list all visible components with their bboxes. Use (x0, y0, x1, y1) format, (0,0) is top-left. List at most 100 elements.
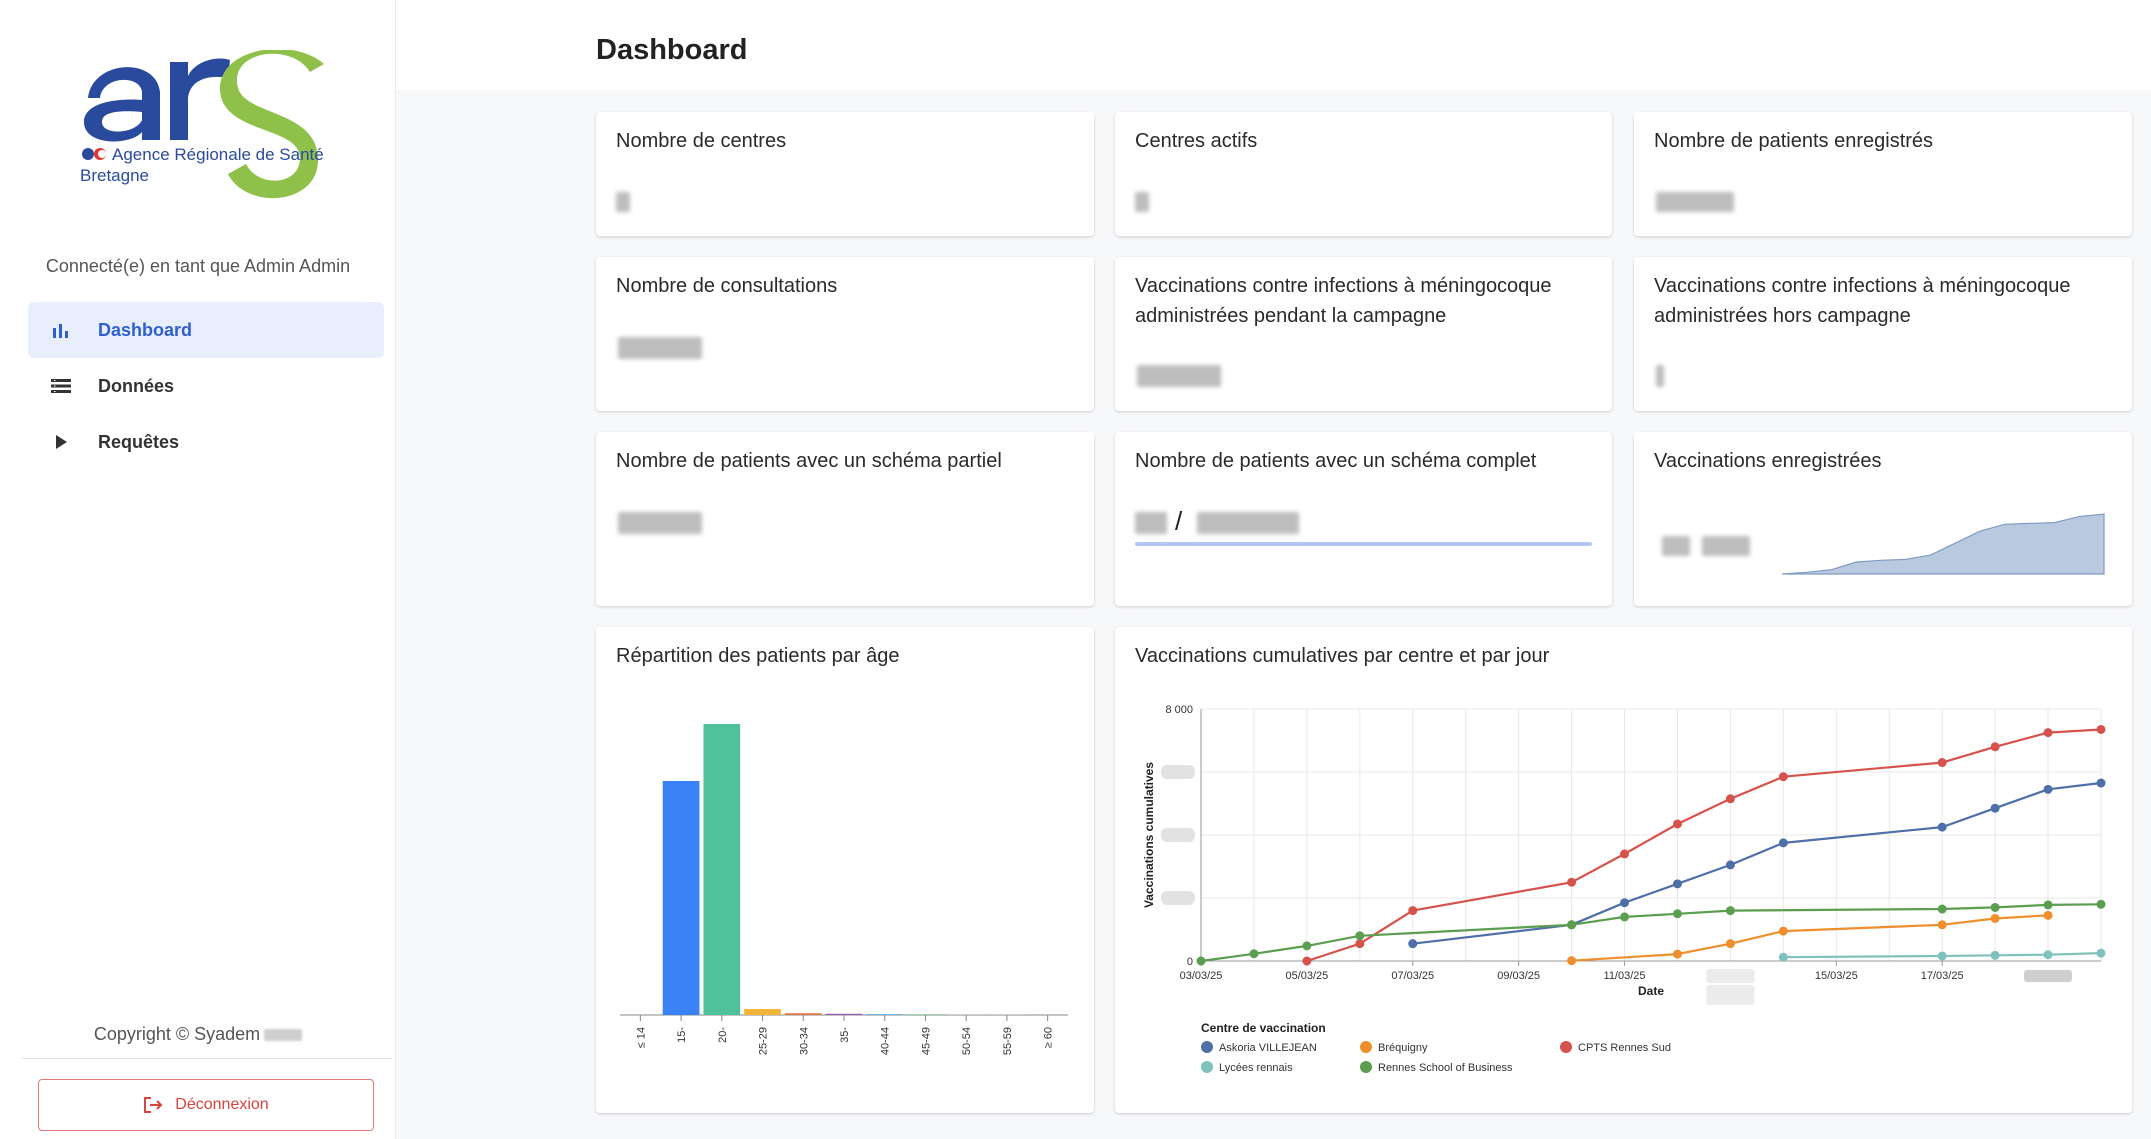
series-point (1990, 913, 2000, 923)
series-point (1937, 904, 1947, 914)
series-point (1990, 803, 2000, 813)
series-point (1672, 909, 1682, 919)
series-line-4 (1200, 903, 2102, 963)
series-point (1990, 902, 2000, 912)
series-point (1990, 742, 2000, 752)
series-point (1355, 939, 1365, 949)
series-point (1725, 939, 1735, 949)
sidebar-item-label: Requêtes (98, 431, 180, 452)
x-tick-label: 03/03/25 (1180, 970, 1223, 982)
age-bar-35- (825, 1013, 863, 1015)
legend-marker (1201, 1041, 1213, 1053)
redacted-y-tick (1161, 891, 1195, 905)
value-separator: / (1175, 506, 1183, 536)
stat-card-actifs: Centres actifs (1115, 112, 1612, 236)
card-title: Nombre de patients avec un schéma comple… (1135, 450, 1537, 472)
legend-label: Askoria VILLEJEAN (1219, 1042, 1317, 1054)
series-point (1778, 838, 1788, 848)
cumulative-chart-card: Vaccinations cumulatives par centre et p… (1115, 627, 2132, 1113)
legend-title: Centre de vaccination (1201, 1021, 1326, 1035)
x-tick-label: ≥ 60 (1043, 1027, 1055, 1048)
x-tick-label: 30-34 (798, 1027, 810, 1055)
stat-card-schema-partiel: Nombre de patients avec un schéma partie… (596, 432, 1094, 606)
card-title: Vaccinations enregistrées (1654, 450, 1882, 472)
series-point (1937, 951, 1947, 961)
x-tick-label: 15/03/25 (1815, 970, 1858, 982)
region-text: Bretagne (80, 166, 149, 185)
series-point (1355, 931, 1365, 941)
x-tick-label: 50-54 (961, 1027, 973, 1055)
redacted-value (1137, 365, 1221, 387)
card-title: Nombre de patients avec un schéma partie… (616, 450, 1002, 472)
series-line-1 (1571, 914, 2049, 962)
series-point (2096, 899, 2106, 909)
redacted-total (1197, 512, 1299, 534)
sidebar-item-label: Dashboard (98, 319, 193, 340)
page-header: Dashboard (396, 0, 2151, 90)
age-bar-15- (662, 781, 700, 1015)
stat-card-vacc-enregistrees: Vaccinations enregistrées (1634, 432, 2132, 606)
series-point (1567, 920, 1577, 930)
legend-marker (1560, 1041, 1572, 1053)
series-point (1937, 920, 1947, 930)
series-point (2096, 778, 2106, 788)
redacted-value (618, 337, 702, 359)
legend-marker (1201, 1061, 1213, 1073)
series-line-2 (1306, 728, 2102, 963)
series-point (1672, 949, 1682, 959)
series-point (2043, 950, 2053, 960)
logout-button[interactable]: Déconnexion (38, 1079, 374, 1131)
series-point (1196, 956, 1206, 966)
stat-card-schema-complet: Nombre de patients avec un schéma comple… (1115, 432, 1612, 606)
age-bar-25-29 (744, 1009, 781, 1015)
x-tick-label: 15- (676, 1027, 688, 1043)
series-point (1672, 819, 1682, 829)
redacted-value (616, 192, 630, 212)
series-point (1937, 822, 1947, 832)
x-tick-label: ≤ 14 (635, 1027, 647, 1048)
redacted-year (264, 1029, 303, 1042)
x-tick-label: 17/03/25 (1921, 970, 1964, 982)
redacted-value (1135, 192, 1149, 212)
sparkline-chart (1781, 513, 2105, 575)
x-tick-label: 09/03/25 (1497, 970, 1540, 982)
sidebar-nav: Dashboard Données Requêtes (28, 302, 384, 470)
logout-icon (144, 1097, 163, 1113)
card-title: Vaccinations contre infections à méningo… (1135, 275, 1552, 327)
copyright: Copyright © Syadem (0, 1024, 396, 1045)
x-axis-label: Date (1638, 984, 1664, 998)
card-title: Répartition des patients par âge (616, 645, 900, 667)
series-point (1725, 906, 1735, 916)
sidebar-item-donnees[interactable]: Données (28, 358, 384, 414)
sparkline-area (1781, 513, 2105, 575)
redacted-x-tick (1706, 969, 1755, 983)
legend-marker (1360, 1061, 1372, 1073)
sidebar-item-label: Données (98, 375, 175, 396)
series-point (1408, 906, 1418, 916)
series-point (2043, 728, 2053, 738)
series-point (2096, 724, 2106, 734)
redacted-x-tick (2024, 970, 2073, 982)
series-point (1620, 912, 1630, 922)
redacted-value (1135, 512, 1167, 534)
series-point (1778, 952, 1788, 962)
redacted-y-tick (1161, 828, 1195, 842)
copyright-text: Copyright © Syadem (93, 1024, 261, 1044)
age-bar-chart: ≤ 14 15- 20- 25-29 30-34 35- 40-44 45-49 50-54 55… (620, 724, 1068, 1055)
series-point (1778, 772, 1788, 782)
legend-label: CPTS Rennes Sud (1578, 1042, 1671, 1054)
stat-card-centres: Nombre de centres (596, 112, 1094, 236)
sidebar-item-requetes[interactable]: Requêtes (28, 414, 384, 470)
y-tick-label: 8 000 (1165, 704, 1193, 716)
series-point (1567, 877, 1577, 887)
x-tick-label: 45-49 (920, 1027, 932, 1055)
page-title: Dashboard (596, 34, 748, 66)
redacted-value (1662, 536, 1690, 556)
connected-user-text: Connecté(e) en tant que Admin Admin (45, 256, 351, 276)
series-line-0 (1412, 781, 2102, 945)
series-point (1778, 926, 1788, 936)
sidebar-item-dashboard[interactable]: Dashboard (28, 302, 384, 358)
redacted-value (618, 512, 702, 534)
redacted-x-tick (1706, 985, 1755, 1005)
legend-marker (1360, 1041, 1372, 1053)
